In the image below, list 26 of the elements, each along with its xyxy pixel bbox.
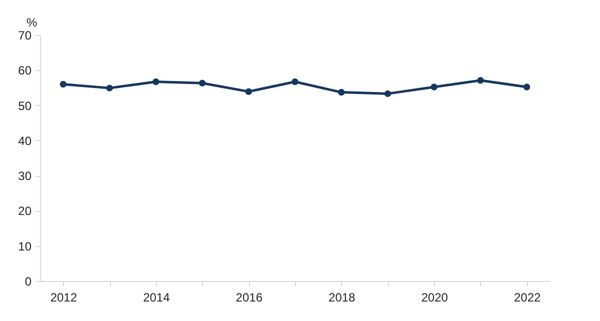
point [523, 84, 530, 90]
y-tick-label: 60 [18, 64, 32, 78]
x-tick-label: 2014 [143, 290, 170, 304]
point [338, 88, 345, 96]
x-tick-label: 2012 [50, 290, 78, 304]
point [292, 78, 298, 86]
y-tick-label: 50 [18, 98, 32, 113]
y-tick-label: 30 [18, 169, 32, 184]
y-tick-label: 10 [18, 239, 32, 254]
y-tick-label: 40 [18, 134, 32, 148]
y-tick-label: 20 [18, 204, 32, 218]
point [106, 84, 113, 92]
x-tick-label: 2018 [328, 290, 356, 304]
x-tick-label: 2022 [514, 290, 541, 304]
x-tick-label: 2020 [421, 290, 448, 304]
point [430, 84, 438, 90]
point [60, 80, 67, 88]
point [245, 88, 252, 95]
point [384, 90, 392, 98]
y-tick-label: 0 [24, 274, 32, 288]
x-tick-label: 2016 [236, 290, 263, 304]
point [198, 80, 206, 86]
point [477, 76, 484, 84]
y-axis-title: % [26, 16, 38, 30]
point [152, 78, 160, 86]
y-tick-label: 70 [18, 28, 32, 42]
